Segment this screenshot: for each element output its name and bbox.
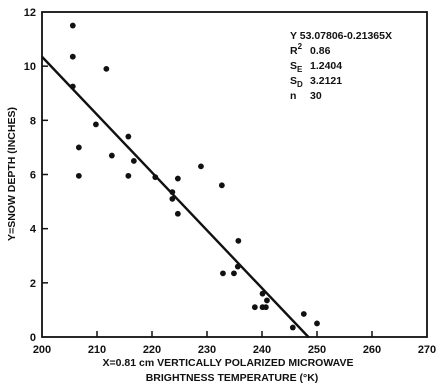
regression-line-group [41, 55, 310, 339]
data-point [93, 121, 99, 128]
data-point [108, 152, 115, 159]
stats-r2: R2 [290, 42, 303, 57]
data-point [262, 304, 269, 311]
y-tick-label: 10 [24, 61, 36, 73]
stats-sd-label: S [290, 75, 297, 87]
y-tick-label: 8 [30, 115, 36, 127]
x-tick-label: 270 [418, 344, 436, 356]
data-point [300, 311, 307, 317]
x-axis-ticks: 200 210 220 230 240 250 260 270 [33, 331, 436, 356]
x-axis-label-line2: BRIGHTNESS TEMPERATURE (°K) [146, 372, 319, 384]
data-point [125, 172, 132, 179]
regression-stats: Y 53.07806-0.21365X R2 0.86 SE 1.2404 SD… [290, 30, 392, 102]
regression-line [41, 55, 310, 339]
y-axis-ticks: 0 2 4 6 8 10 12 [24, 7, 48, 344]
data-point [69, 53, 76, 60]
stats-se-label: S [290, 60, 297, 72]
data-point [103, 65, 110, 72]
y-tick-label: 6 [30, 170, 36, 182]
y-tick-label: 12 [24, 7, 36, 19]
x-tick-label: 250 [308, 344, 326, 356]
stats-n-label: n [290, 90, 296, 102]
stats-equation: Y 53.07806-0.21365X [290, 30, 392, 42]
data-point [174, 175, 181, 182]
stats-r2-value: 0.86 [310, 45, 331, 57]
data-point [235, 237, 242, 244]
data-point [314, 320, 320, 327]
data-point [174, 210, 181, 217]
data-point [75, 144, 82, 151]
y-tick-label: 2 [30, 278, 36, 290]
data-point [125, 133, 132, 140]
x-tick-label: 210 [88, 344, 106, 356]
data-point [264, 297, 270, 304]
x-tick-label: 220 [143, 344, 161, 356]
y-tick-label: 4 [30, 224, 37, 236]
y-tick-label: 0 [30, 332, 36, 344]
data-point [198, 163, 204, 170]
stats-se: SE [290, 60, 303, 74]
data-point [289, 324, 296, 331]
data-point [220, 270, 226, 277]
data-point [75, 172, 82, 179]
x-axis-label-line1: X=0.81 cm VERTICALLY POLARIZED MICROWAVE [103, 357, 354, 369]
y-axis-label: Y=SNOW DEPTH (INCHES) [6, 107, 18, 241]
data-point [69, 22, 76, 29]
stats-sd-value: 3.2121 [310, 75, 342, 87]
stats-sd: SD [290, 75, 303, 89]
data-point [218, 182, 225, 189]
data-point [130, 158, 137, 164]
data-point [231, 270, 237, 277]
x-tick-label: 260 [363, 344, 381, 356]
stats-sd-subscript: D [297, 80, 303, 89]
data-point [251, 304, 258, 311]
data-point [259, 290, 266, 297]
data-point [169, 195, 176, 202]
stats-se-subscript: E [297, 65, 303, 74]
data-points [69, 22, 320, 331]
x-tick-label: 200 [33, 344, 51, 356]
stats-se-value: 1.2404 [310, 60, 342, 72]
stats-r2-superscript: 2 [298, 42, 303, 51]
x-tick-label: 230 [198, 344, 216, 356]
x-tick-label: 240 [253, 344, 271, 356]
stats-n-value: 30 [310, 90, 322, 102]
plot-area [41, 11, 428, 338]
stats-r2-label: R [290, 45, 298, 57]
